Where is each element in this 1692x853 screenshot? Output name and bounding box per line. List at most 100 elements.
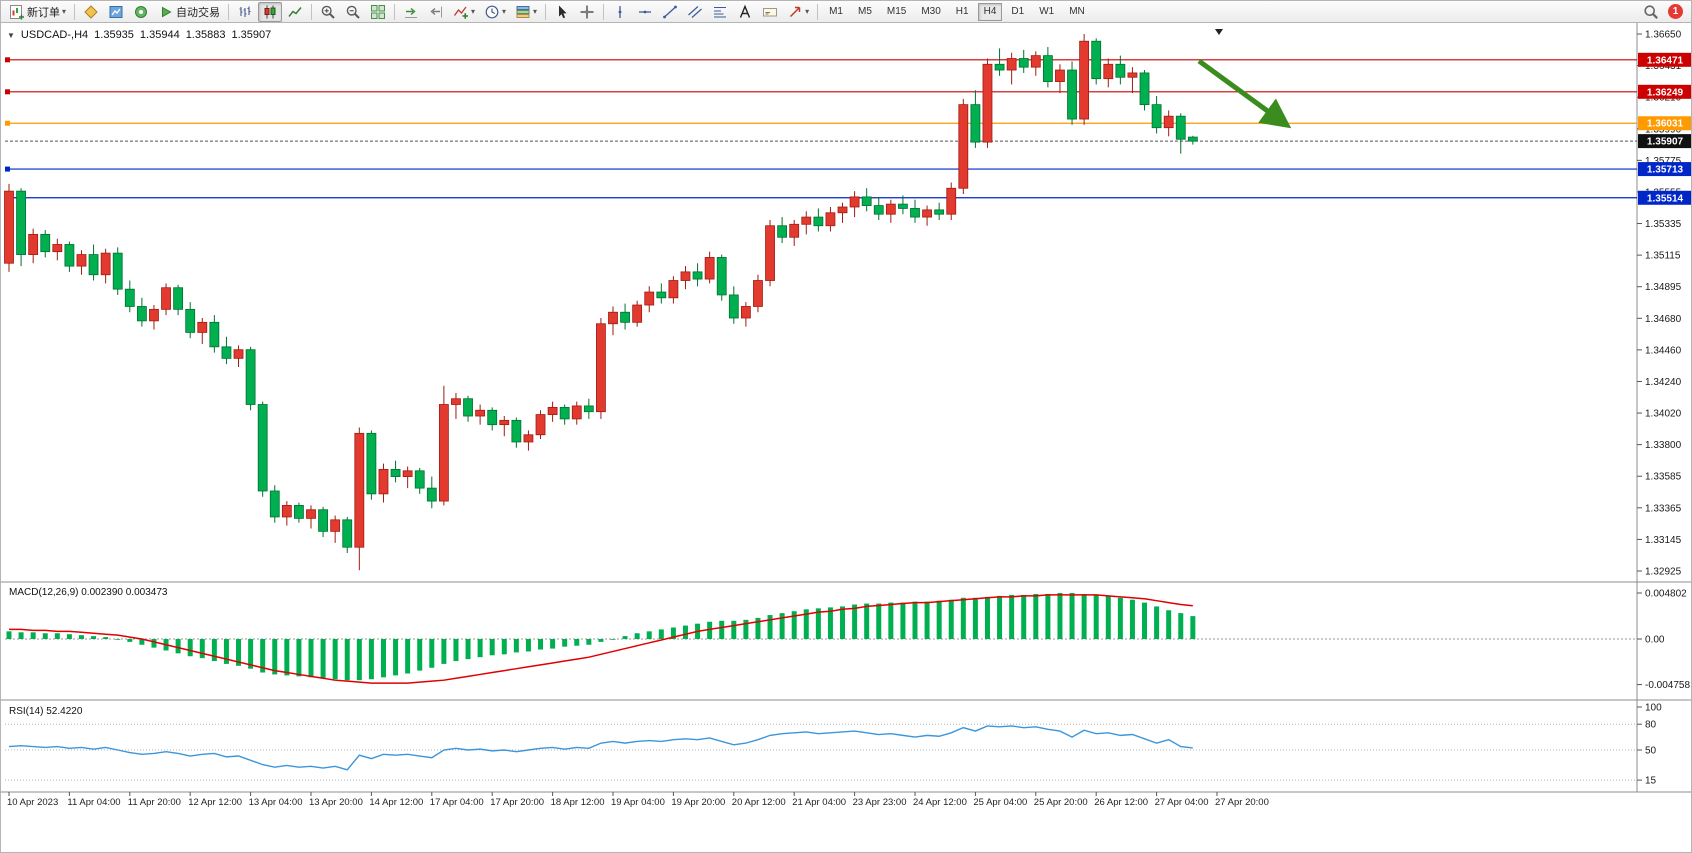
macd-bar [91,636,97,639]
crosshair-button[interactable] [575,2,599,22]
text-button[interactable] [733,2,757,22]
timeframe-w1-button[interactable]: W1 [1033,3,1060,21]
candle [801,211,812,235]
candlestick-button[interactable] [258,1,283,22]
channel-button[interactable] [683,2,707,22]
hline-handle[interactable] [5,166,10,172]
candle [330,515,341,543]
timeframe-h1-button[interactable]: H1 [950,3,975,21]
macd-bar [175,639,181,654]
bar-chart-icon [237,4,253,20]
cursor-icon [554,4,570,20]
text-icon [737,4,753,20]
fibonacci-button[interactable] [708,2,732,22]
macd-bar [151,639,157,648]
market-icon [108,4,124,20]
candle [873,196,884,220]
autotrading-button[interactable]: 自动交易 [154,2,224,22]
candle [535,410,546,440]
crosshair-icon [579,4,595,20]
x-axis-label: 25 Apr 20:00 [1034,797,1088,808]
horizontal-line-button[interactable] [633,2,657,22]
macd-bar [320,639,326,679]
label-button[interactable] [758,2,782,22]
candle [245,346,256,411]
timeframe-mn-button[interactable]: MN [1063,3,1091,21]
notification-badge[interactable]: 1 [1668,4,1683,19]
periods-button[interactable]: ▾ [480,2,510,22]
macd-bar [876,603,882,639]
macd-bar [103,637,109,639]
price-tag-label: 1.35514 [1647,193,1684,204]
hline-handle[interactable] [5,89,10,95]
candle [40,230,51,258]
cursor-button[interactable] [550,2,574,22]
macd-bar [115,639,121,640]
candle [318,506,328,538]
x-axis-label: 14 Apr 12:00 [369,797,423,808]
y-axis-label: 1.34895 [1645,282,1682,293]
timeframe-h4-button[interactable]: H4 [977,2,1003,21]
x-axis-label: 26 Apr 12:00 [1094,797,1148,808]
zoom-in-button[interactable] [316,2,340,22]
down-trend-arrow[interactable] [1197,58,1292,129]
candle [463,395,473,422]
rsi-axis-label: 15 [1645,776,1657,787]
rsi-panel: 100 80 50 15 RSI(14) 52.4220 [5,703,1662,787]
hlines-layer[interactable] [5,57,1637,201]
new-order-button[interactable]: 新订单 ▾ [5,2,70,22]
candle [149,305,159,330]
candle [958,98,969,195]
zoom-out-button[interactable] [341,2,365,22]
vertical-line-button[interactable] [608,2,632,22]
candle [414,467,425,494]
y-axis-label: 1.33800 [1645,440,1682,451]
macd-bar [924,601,930,639]
macd-bar [888,602,894,639]
price-chart-svg[interactable]: 1.366501.364311.362101.359901.357751.355… [1,23,1692,853]
candle [366,430,377,500]
macd-label: MACD(12,26,9) 0.002390 0.003473 [9,587,168,598]
macd-bar [211,639,217,662]
timeframe-m30-button[interactable]: M30 [915,3,946,21]
timeframe-m5-button[interactable]: M5 [852,3,878,21]
macd-bar [598,639,604,642]
macd-bar [827,607,833,639]
timeframe-m1-button[interactable]: M1 [823,3,849,21]
timeframe-m15-button[interactable]: M15 [881,3,912,21]
tile-windows-button[interactable] [366,2,390,22]
bar-chart-button[interactable] [233,2,257,22]
y-axis-label: 1.34020 [1645,409,1682,420]
annotations[interactable] [1197,29,1292,129]
auto-scroll-button[interactable] [399,2,423,22]
hline-handle[interactable] [5,120,10,126]
macd-bar [1057,593,1063,639]
chart-region[interactable]: ▼ USDCAD-,H4 1.35935 1.35944 1.35883 1.3… [1,23,1692,853]
price-axis: 1.366501.364311.362101.359901.357751.355… [1637,30,1682,578]
macd-bar [646,631,652,639]
macd-bar [574,639,580,646]
x-axis-label: 11 Apr 20:00 [128,797,181,808]
chart-shift-button[interactable] [424,2,448,22]
price-tag-label: 1.36471 [1647,55,1684,66]
macd-bar [538,639,544,650]
hline-handle[interactable] [5,57,10,63]
macd-axis-label: 0.00 [1645,635,1665,646]
timeframe-d1-button[interactable]: D1 [1005,3,1030,21]
metaeditor-button[interactable] [79,2,103,22]
macd-bar [465,639,471,660]
arrows-button[interactable]: ▾ [783,2,813,22]
market-watch-button[interactable] [104,2,128,22]
search-button[interactable] [1639,2,1663,22]
one-click-trading-toggle[interactable]: ▼ [7,30,15,40]
rsi-axis-label: 80 [1645,720,1657,731]
templates-button[interactable]: ▾ [511,2,541,22]
y-axis-label: 1.33585 [1645,472,1682,483]
x-axis-label: 11 Apr 04:00 [67,797,120,808]
toolbar-separator [817,3,819,20]
line-chart-button[interactable] [283,2,307,22]
trendline-button[interactable] [658,2,682,22]
candle [269,485,280,523]
signals-button[interactable] [129,2,153,22]
indicators-button[interactable]: ▾ [449,2,479,22]
